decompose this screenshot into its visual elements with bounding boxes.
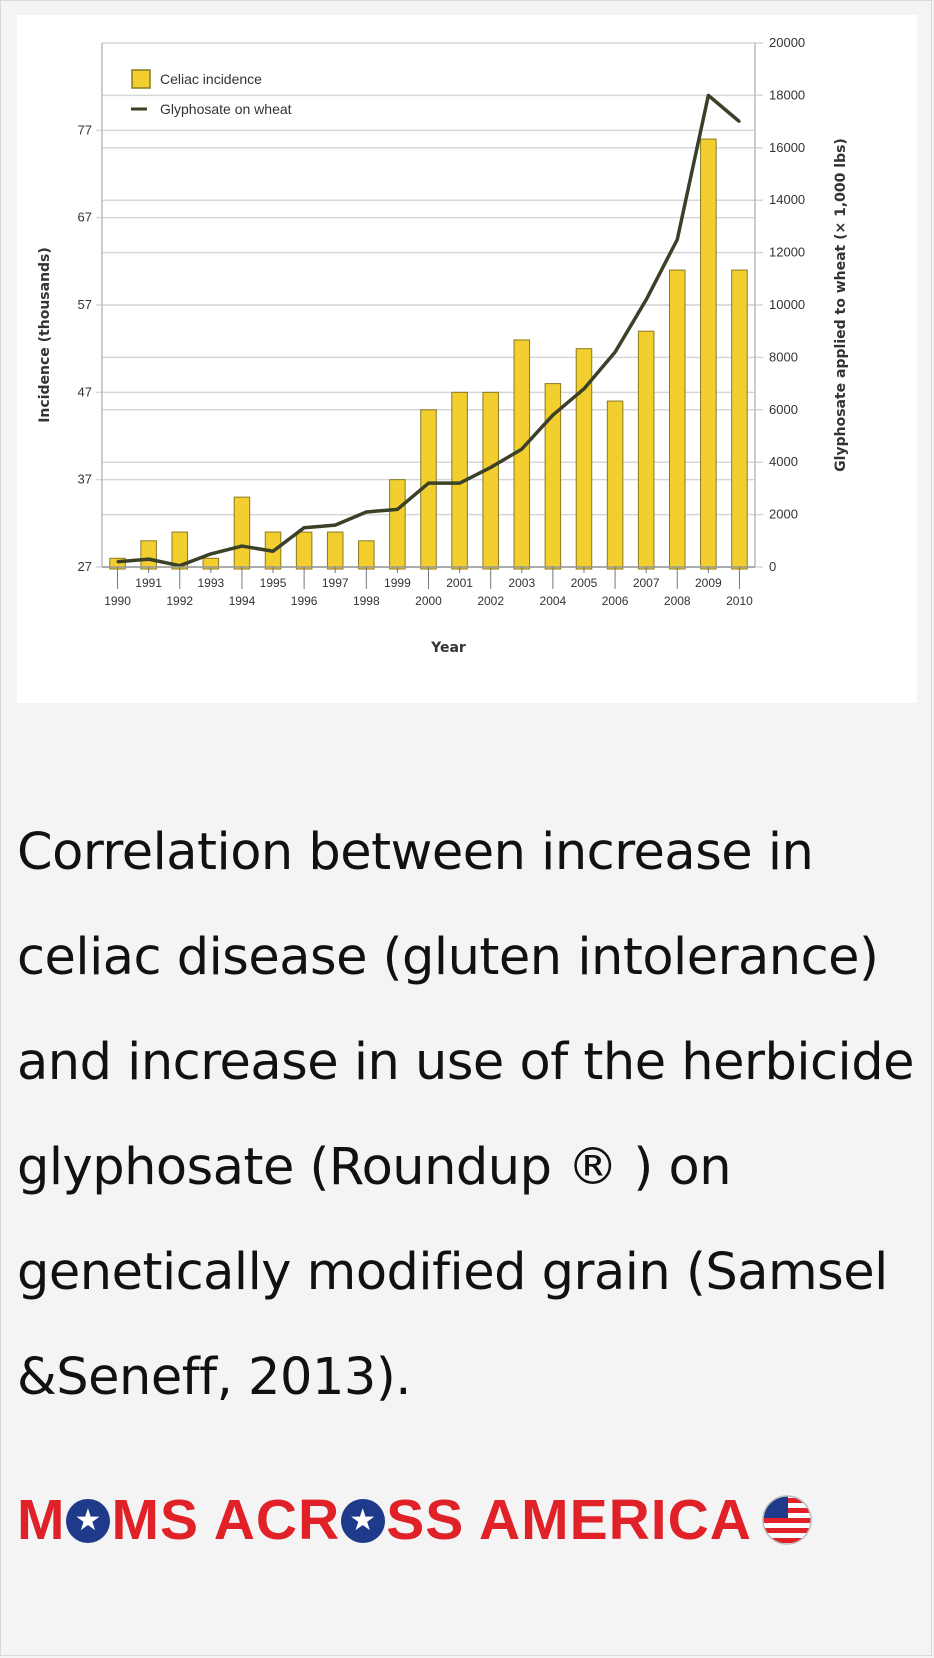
flag-icon <box>762 1495 812 1545</box>
glyphosate-point-2009 <box>707 94 710 97</box>
bar-2008 <box>668 269 686 570</box>
bar-2010 <box>731 269 748 570</box>
glyphosate-point-2006 <box>613 350 617 354</box>
x-tick-label: 2005 <box>571 576 598 590</box>
bar-1994 <box>233 496 251 570</box>
y-tick-left-label: 27 <box>78 559 92 574</box>
x-tick-label: 1992 <box>166 594 193 608</box>
bar-1991 <box>140 540 157 570</box>
x-tick-label: 2003 <box>508 576 535 590</box>
bar-1996 <box>295 531 313 570</box>
x-tick-label: 1998 <box>353 594 380 608</box>
x-tick-label: 1996 <box>291 594 318 608</box>
bar-2002 <box>482 391 499 570</box>
caption-line: &Seneff, 2013). <box>17 1348 411 1407</box>
line-series-glyphosate <box>116 93 741 568</box>
x-tick-label: 2000 <box>415 594 442 608</box>
x-axis-title: Year <box>430 640 466 656</box>
glyphosate-point-1993 <box>209 552 213 556</box>
bar-2009 <box>700 138 717 570</box>
legend-label-bar: Celiac incidence <box>160 71 262 87</box>
y-tick-right-label: 8000 <box>769 349 798 364</box>
caption-line: glyphosate (Roundup ® ) on <box>17 1138 732 1197</box>
x-tick-label: 1994 <box>229 594 256 608</box>
x-tick-label: 2002 <box>477 594 504 608</box>
bar-1999 <box>389 479 406 570</box>
brand-part: MS ACR <box>111 1488 341 1552</box>
glyphosate-point-1994 <box>240 544 244 548</box>
y-axis-left-title: Incidence (thousands) <box>37 247 53 423</box>
brand-part: M <box>17 1488 66 1552</box>
glyphosate-point-1991 <box>147 557 150 561</box>
y-tick-right-label: 0 <box>769 559 776 574</box>
y-tick-left-label: 67 <box>78 210 92 225</box>
legend: Celiac incidence Glyphosate on wheat <box>131 69 292 117</box>
star-o-icon <box>66 1499 111 1543</box>
x-tick-label: 2007 <box>633 576 660 590</box>
glyphosate-point-1995 <box>271 550 275 553</box>
x-tick-label: 2004 <box>540 594 567 608</box>
x-tick-label: 2008 <box>664 594 691 608</box>
y-tick-right-label: 12000 <box>769 245 805 260</box>
y-tick-left-label: 77 <box>78 122 92 137</box>
x-tick-label: 2001 <box>446 576 473 590</box>
x-tick-label: 1999 <box>384 576 411 590</box>
glyphosate-point-2007 <box>644 298 648 301</box>
axes: 27 37 47 57 67 77 0 2000 4000 6000 8000 10000 12000 1… <box>37 35 849 656</box>
x-tick-label: 2009 <box>695 576 722 590</box>
glyphosate-point-2004 <box>551 413 555 417</box>
caption: Correlation between increase in celiac d… <box>17 800 917 1430</box>
y-tick-left-label: 57 <box>78 297 92 312</box>
dual-axis-chart: 27 37 47 57 67 77 0 2000 4000 6000 8000 10000 12000 1… <box>37 35 849 656</box>
x-tick-label: 1991 <box>135 576 162 590</box>
y-tick-right-label: 4000 <box>769 454 798 469</box>
glyphosate-point-2002 <box>489 466 492 469</box>
y-axis-right-title: Glyphosate applied to wheat (× 1,000 lbs… <box>833 138 849 472</box>
caption-line: celiac disease (gluten intolerance) <box>17 928 879 987</box>
y-tick-right-label: 20000 <box>769 35 805 50</box>
bar-1997 <box>326 531 344 570</box>
glyphosate-point-1997 <box>334 523 337 527</box>
glyphosate-point-2003 <box>520 447 523 451</box>
brand-logo: M MS ACR SS AMERICA <box>17 1487 917 1553</box>
y-tick-right-label: 14000 <box>769 192 805 207</box>
caption-line: Correlation between increase in <box>17 823 814 882</box>
brand-wordmark: M MS ACR SS AMERICA <box>17 1487 752 1553</box>
glyphosate-point-1990 <box>116 560 119 563</box>
y-tick-right-label: 16000 <box>769 140 805 155</box>
y-tick-left-label: 47 <box>78 384 92 399</box>
bar-series-celiac <box>109 138 748 570</box>
caption-line: genetically modified grain (Samsel <box>17 1243 888 1302</box>
glyphosate-point-1998 <box>365 510 368 514</box>
legend-swatch-bar <box>131 69 151 89</box>
y-tick-right-label: 2000 <box>769 507 798 522</box>
legend-label-line: Glyphosate on wheat <box>160 101 292 117</box>
x-tick-label: 2006 <box>602 594 629 608</box>
bar-2003 <box>513 339 531 570</box>
bar-2007 <box>637 330 655 570</box>
x-tick-label: 1995 <box>260 576 287 590</box>
x-tick-label: 2010 <box>726 594 753 608</box>
star-o-icon <box>341 1499 386 1543</box>
brand-part: SS AMERICA <box>386 1488 752 1552</box>
x-tick-label: 1990 <box>104 594 131 608</box>
glyphosate-point-2000 <box>427 481 430 485</box>
x-tick-label: 1993 <box>197 576 224 590</box>
glyphosate-point-2005 <box>582 387 586 391</box>
glyphosate-point-2001 <box>458 481 461 485</box>
y-tick-right-label: 18000 <box>769 87 805 102</box>
y-tick-right-label: 6000 <box>769 402 798 417</box>
caption-line: and increase in use of the herbicide <box>17 1033 914 1092</box>
x-tick-label: 1997 <box>322 576 349 590</box>
glyphosate-point-2008 <box>676 238 679 241</box>
bar-1998 <box>358 540 375 570</box>
y-tick-right-label: 10000 <box>769 297 805 312</box>
bar-2006 <box>606 400 624 570</box>
chart-card: 27 37 47 57 67 77 0 2000 4000 6000 8000 10000 12000 1… <box>17 15 917 703</box>
glyphosate-point-1996 <box>302 526 306 529</box>
glyphosate-point-1999 <box>396 508 399 511</box>
glyphosate-point-2010 <box>738 120 741 123</box>
y-tick-left-label: 37 <box>78 472 92 487</box>
